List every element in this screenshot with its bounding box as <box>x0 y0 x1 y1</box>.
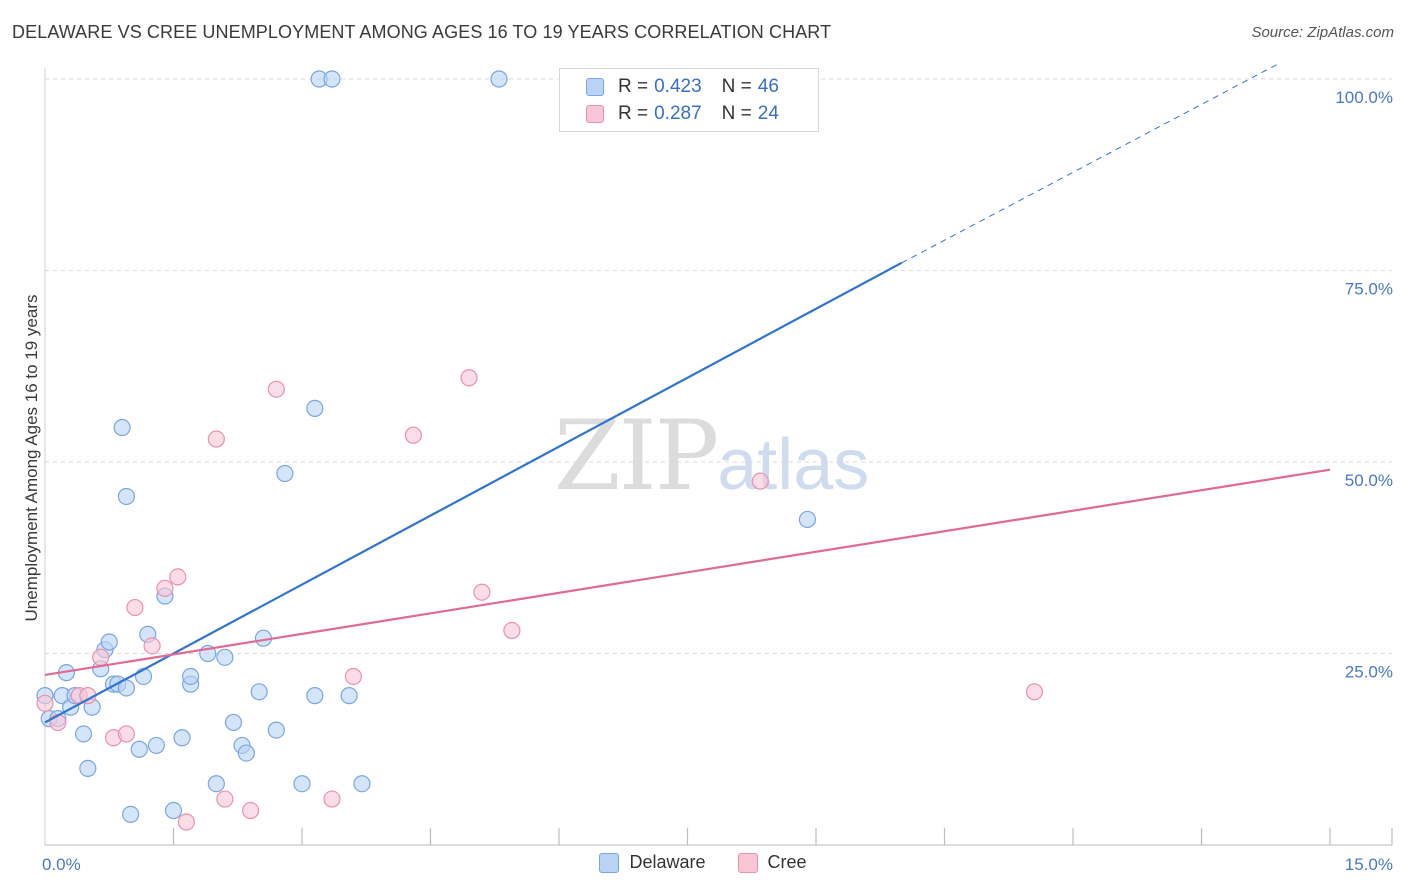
data-point-delaware <box>130 740 148 758</box>
data-point-cree <box>177 813 195 831</box>
legend-swatch-delaware <box>599 852 620 873</box>
data-point-cree <box>503 621 521 640</box>
data-point-cree <box>207 430 225 448</box>
x-tick-label: 15.0% <box>1345 855 1393 874</box>
legend-swatch-cree <box>586 105 604 123</box>
data-point-delaware <box>134 667 153 686</box>
tick-label-layer: 100.0% 75.0% 50.0% 25.0% 0.0% 15.0% <box>42 88 1393 874</box>
data-point-delaware <box>182 667 200 686</box>
correlation-legend: R = 0.423 N = 46 R = 0.287 N = 24 <box>559 68 819 132</box>
data-point-cree <box>169 568 187 586</box>
watermark: ZIPatlas <box>554 400 869 512</box>
data-point-delaware <box>340 687 358 705</box>
watermark-atlas: atlas <box>717 425 870 505</box>
data-point-cree <box>404 426 422 444</box>
legend-item-cree[interactable]: Cree <box>737 852 807 873</box>
legend-r-key: R = <box>618 103 649 124</box>
data-point-cree <box>751 472 769 490</box>
data-point-cree <box>460 369 478 387</box>
data-point-delaware <box>207 775 225 793</box>
series-legend: Delaware Cree <box>0 852 1406 873</box>
legend-row-delaware: R = 0.423 N = 46 <box>586 75 779 99</box>
y-tick-label: 75.0% <box>1345 280 1393 299</box>
data-point-delaware <box>79 759 97 778</box>
legend-n-key: N = <box>721 103 752 124</box>
data-point-delaware <box>306 399 324 417</box>
data-point-delaware <box>237 744 255 762</box>
data-point-delaware <box>250 683 268 701</box>
data-point-delaware <box>173 729 191 747</box>
data-point-cree <box>126 598 144 617</box>
legend-n-value: 24 <box>757 103 779 124</box>
data-point-cree <box>267 380 285 398</box>
data-point-cree <box>323 790 341 808</box>
data-point-cree <box>216 790 234 808</box>
trend-line-cree <box>44 468 1331 677</box>
data-point-cree <box>473 583 491 601</box>
data-point-cree <box>143 637 161 655</box>
data-point-cree <box>344 667 362 686</box>
data-point-cree <box>242 801 260 820</box>
data-point-cree <box>36 694 54 712</box>
data-point-delaware <box>323 70 341 88</box>
legend-swatch-cree <box>737 852 758 873</box>
data-point-delaware <box>306 687 324 705</box>
watermark-zip: ZIP <box>554 400 719 512</box>
y-tick-label: 50.0% <box>1345 471 1393 490</box>
legend-r-key: R = <box>618 76 649 97</box>
data-point-delaware <box>117 487 135 506</box>
trend-line-delaware-extension <box>901 63 1279 264</box>
legend-item-delaware[interactable]: Delaware <box>599 852 706 873</box>
data-point-delaware <box>353 775 371 793</box>
data-point-delaware <box>276 464 294 483</box>
data-point-delaware <box>164 801 183 820</box>
legend-n-value: 46 <box>757 76 779 97</box>
y-tick-label: 25.0% <box>1345 663 1393 682</box>
legend-n-key: N = <box>721 76 752 97</box>
data-point-cree <box>156 579 174 597</box>
data-point-cree <box>117 725 135 743</box>
legend-label-delaware: Delaware <box>629 852 706 872</box>
chart-title: DELAWARE VS CREE UNEMPLOYMENT AMONG AGES… <box>12 22 832 42</box>
axis-layer <box>44 68 1393 846</box>
legend-label-cree: Cree <box>767 852 807 872</box>
data-point-delaware <box>293 775 311 793</box>
data-point-delaware <box>100 633 118 651</box>
y-tick-label: 100.0% <box>1335 88 1393 107</box>
data-point-cree <box>92 648 110 666</box>
trend-layer <box>44 63 1331 724</box>
source-label: Source: ZipAtlas.com <box>1251 24 1394 41</box>
data-point-delaware <box>490 70 508 88</box>
data-point-delaware <box>122 805 140 823</box>
legend-row-cree: R = 0.287 N = 24 <box>586 102 779 126</box>
legend-r-value: 0.287 <box>654 103 702 124</box>
data-point-delaware <box>798 510 817 529</box>
trend-line-delaware <box>44 261 903 724</box>
data-point-delaware <box>147 736 165 755</box>
data-point-cree <box>49 713 67 732</box>
data-point-delaware <box>224 713 243 732</box>
legend-swatch-delaware <box>586 78 604 96</box>
data-point-cree <box>1025 683 1044 701</box>
data-point-delaware <box>74 725 93 743</box>
legend-r-value: 0.423 <box>654 76 702 97</box>
data-point-delaware <box>216 648 234 666</box>
points-layer <box>36 70 1044 831</box>
data-point-delaware <box>267 721 285 739</box>
data-point-delaware <box>113 418 131 437</box>
x-tick-label: 0.0% <box>42 855 81 874</box>
